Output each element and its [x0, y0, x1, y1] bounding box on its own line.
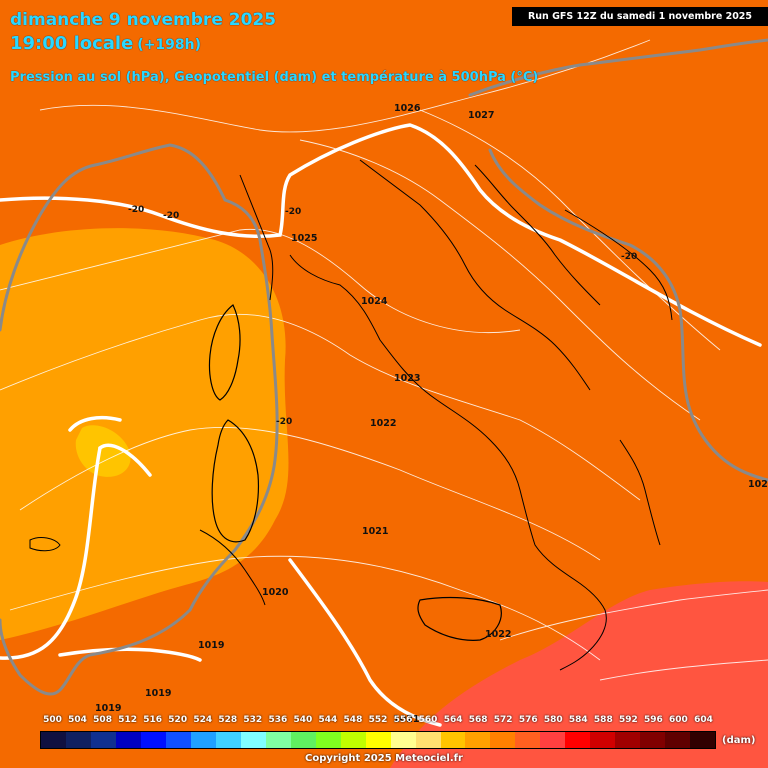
scale-label: 544 — [318, 715, 338, 725]
scale-swatch — [640, 732, 666, 748]
pressure-label: 1019 — [198, 640, 224, 651]
pressure-label: 1019 — [95, 703, 121, 714]
scale-label: 556 — [393, 715, 413, 725]
scale-label: 580 — [543, 715, 563, 725]
geopotential-field-warm — [75, 425, 131, 477]
scale-swatch — [390, 732, 416, 748]
temperature-labels: -20 -20 -20 -20 -20 — [128, 205, 637, 427]
color-scale-bar — [40, 731, 716, 749]
scale-label: 576 — [518, 715, 538, 725]
scale-swatch — [340, 732, 366, 748]
pressure-label: 1020 — [262, 587, 289, 598]
isotherm-minus20 — [0, 38, 768, 696]
pressure-label: 1026 — [394, 103, 421, 114]
coastlines — [199, 159, 673, 671]
scale-label: 532 — [243, 715, 263, 725]
pressure-label: 102 — [748, 479, 768, 490]
scale-swatch — [565, 732, 591, 748]
temperature-label: -20 — [128, 205, 144, 215]
scale-swatch — [540, 732, 566, 748]
scale-swatch — [265, 732, 291, 748]
scale-label: 504 — [68, 715, 87, 725]
color-scale-unit: (dam) — [722, 735, 756, 746]
scale-swatch — [365, 732, 391, 748]
scale-label: 540 — [293, 715, 313, 725]
forecast-lead-hours: (+198h) — [137, 37, 202, 53]
isobars-thin — [0, 39, 768, 681]
scale-swatch — [140, 732, 166, 748]
pressure-labels: 1026 1027 1025 1024 1023 1022 1021 1020 … — [95, 103, 768, 725]
scale-swatch — [665, 732, 691, 748]
scale-label: 564 — [443, 715, 463, 725]
scale-label: 552 — [368, 715, 388, 725]
temperature-label: -20 — [621, 252, 637, 262]
scale-label: 536 — [268, 715, 288, 725]
scale-label: 596 — [644, 715, 663, 725]
scale-swatch — [615, 732, 641, 748]
pressure-label: 1024 — [361, 296, 388, 307]
scale-label: 604 — [694, 715, 713, 725]
scale-label: 600 — [669, 715, 688, 725]
map-subtitle: Pression au sol (hPa), Geopotentiel (dam… — [10, 70, 539, 85]
scale-label: 524 — [193, 715, 213, 725]
scale-label: 568 — [468, 715, 488, 725]
balearic-outline — [29, 537, 61, 552]
pressure-label: 1022 — [370, 418, 396, 429]
forecast-time-label: 19:00 locale — [10, 33, 134, 54]
scale-label: 548 — [343, 715, 363, 725]
copyright-notice: Copyright 2025 Meteociel.fr — [305, 753, 463, 764]
pressure-label: 1021 — [393, 714, 419, 725]
scale-swatch — [515, 732, 541, 748]
scale-swatch — [440, 732, 466, 748]
forecast-time: 19:00 locale (+198h) — [10, 33, 201, 54]
isobars-main — [0, 123, 762, 727]
scale-label: 588 — [593, 715, 613, 725]
run-label: Run GFS 12Z du samedi 1 novembre 2025 — [512, 7, 768, 26]
scale-label: 528 — [218, 715, 238, 725]
pressure-label: 1025 — [291, 233, 317, 244]
scale-swatch — [240, 732, 266, 748]
geopotential-field-light — [0, 228, 289, 640]
scale-label: 516 — [143, 715, 163, 725]
scale-label: 560 — [418, 715, 438, 725]
scale-swatch — [465, 732, 491, 748]
forecast-date: dimanche 9 novembre 2025 — [10, 10, 277, 30]
scale-swatch — [165, 732, 191, 748]
temperature-label: -20 — [163, 211, 179, 221]
scale-swatch — [315, 732, 341, 748]
scale-swatch — [590, 732, 616, 748]
pressure-label: 1023 — [394, 373, 420, 384]
sardinia-outline — [211, 419, 260, 543]
scale-label: 572 — [493, 715, 513, 725]
scale-label: 584 — [568, 715, 588, 725]
scale-swatch — [115, 732, 141, 748]
pressure-label: 1019 — [145, 688, 171, 699]
scale-swatch — [415, 732, 441, 748]
scale-label: 520 — [168, 715, 188, 725]
temperature-label: -20 — [276, 417, 292, 427]
scale-swatch — [690, 732, 716, 748]
scale-label: 592 — [618, 715, 638, 725]
scale-label: 508 — [93, 715, 112, 725]
scale-swatch — [290, 732, 316, 748]
temperature-label: -20 — [285, 207, 301, 217]
scale-swatch — [490, 732, 516, 748]
sicily-outline — [417, 596, 502, 641]
pressure-label: 1027 — [468, 110, 494, 121]
scale-swatch — [90, 732, 116, 748]
scale-swatch — [190, 732, 216, 748]
scale-swatch — [65, 732, 91, 748]
pressure-label: 1022 — [485, 629, 511, 640]
corsica-outline — [208, 304, 241, 401]
geopotential-field-red — [390, 581, 768, 768]
scale-swatch — [41, 732, 66, 748]
scale-label: 500 — [43, 715, 62, 725]
color-scale-labels: 500 504 508 512 516 520 524 528 532 536 540 544 548 5… — [40, 715, 716, 727]
scale-label: 512 — [118, 715, 138, 725]
scale-swatch — [215, 732, 241, 748]
pressure-label: 1021 — [362, 526, 388, 537]
